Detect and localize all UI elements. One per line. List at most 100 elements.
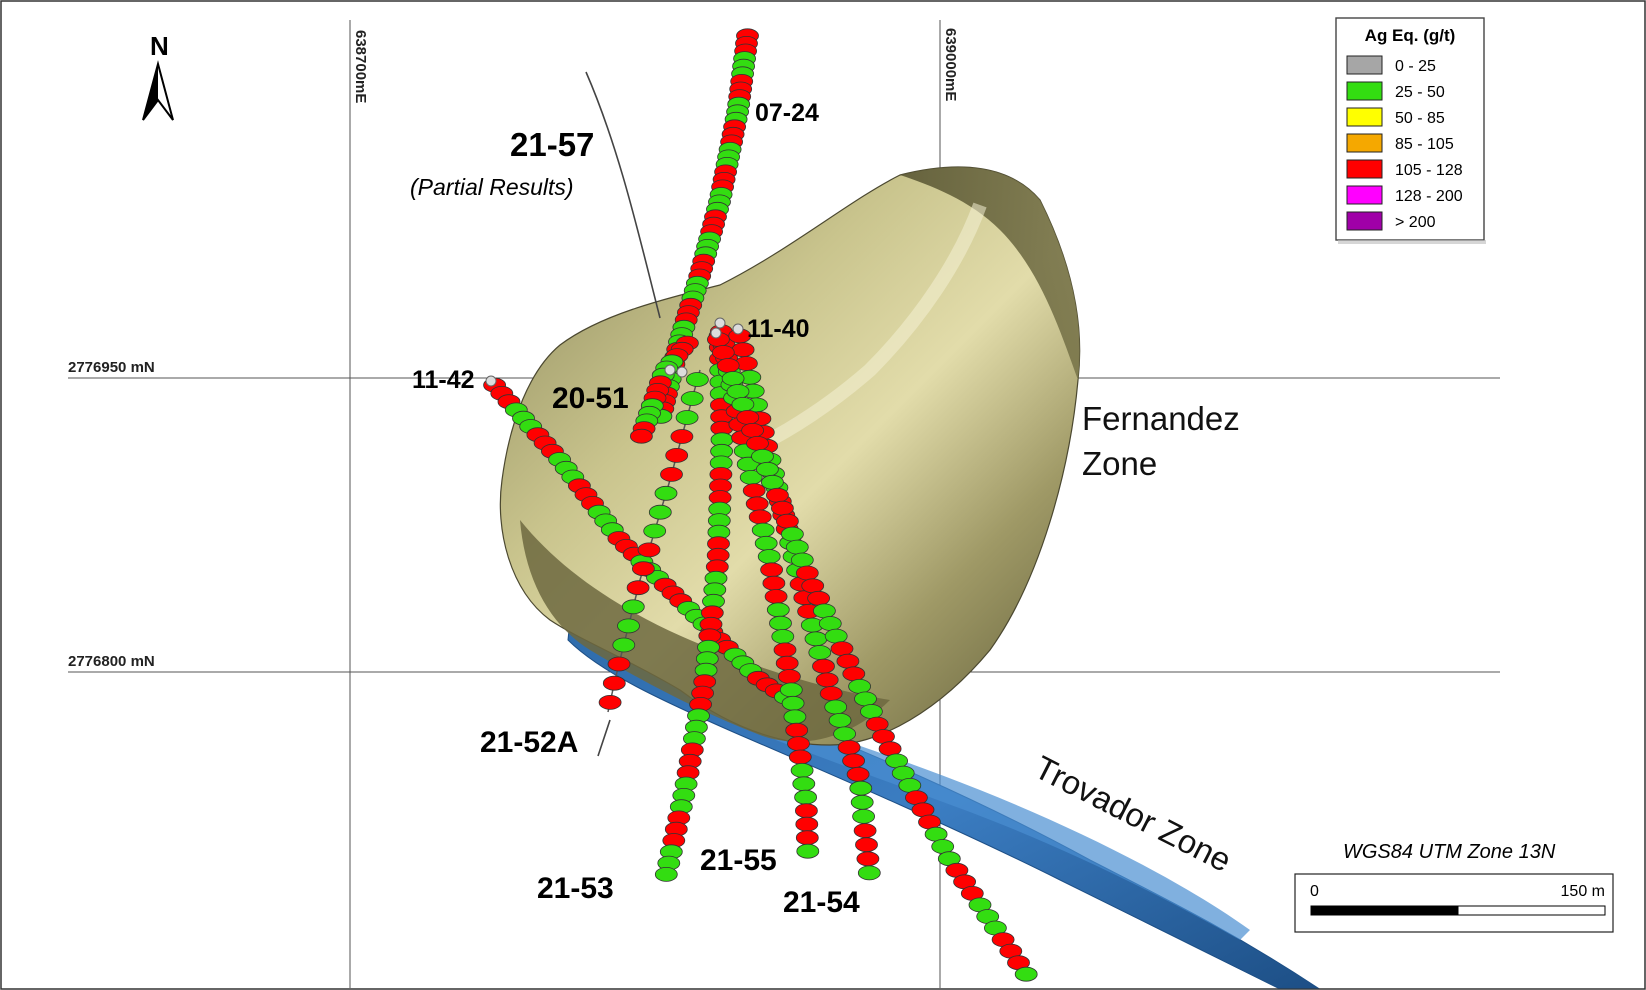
assay-sample-21-55 (742, 483, 766, 499)
collar-11-40 (732, 323, 744, 335)
assay-sample-11-40 (795, 565, 819, 581)
assay-sample-11-40 (813, 603, 836, 619)
legend-swatch (1346, 159, 1383, 179)
assay-sample-21-54 (808, 645, 832, 660)
assay-sample-21-52A (665, 447, 689, 463)
assay-sample-21-54 (849, 780, 873, 796)
assay-sample-21-52A (621, 599, 645, 615)
assay-sample-21-54 (855, 837, 878, 853)
legend-label: 0 - 25 (1395, 58, 1436, 75)
assay-sample-21-55 (751, 522, 775, 538)
assay-sample-21-55 (748, 509, 772, 525)
assay-sample-11-40 (848, 679, 871, 694)
legend-frame (1335, 17, 1485, 241)
collar-20-51-c (664, 364, 676, 376)
fernandez-zone-label-line1: Fernandez (1082, 400, 1240, 437)
assay-sample-21-54 (804, 631, 828, 647)
assay-sample-11-40 (756, 461, 779, 477)
legend-label: 85 - 105 (1395, 136, 1454, 153)
assay-sample-21-55 (760, 562, 783, 578)
assay-sample-11-40 (746, 435, 769, 451)
label-07-24: 07-24 (755, 99, 819, 127)
assay-sample-21-54 (856, 851, 880, 867)
fernandez-zone-label-line2: Zone (1082, 445, 1157, 482)
label-21-54: 21-54 (783, 886, 860, 919)
assay-sample-21-52A (654, 485, 678, 501)
easting-label-639000: 639000mE (942, 28, 959, 101)
label-21-57-note: (Partial Results) (410, 174, 574, 200)
assay-sample-21-52A (602, 675, 626, 691)
assay-sample-21-54 (731, 342, 755, 358)
north-label: N (150, 31, 169, 61)
assay-sample-21-52A (637, 542, 661, 558)
assay-sample-21-55 (788, 749, 812, 765)
assay-sample-21-55 (769, 615, 792, 631)
assay-sample-21-54 (828, 713, 852, 728)
assay-sample-21-54 (824, 699, 848, 715)
scale-bar-end: 150 m (1561, 883, 1605, 900)
assay-sample-21-55 (778, 669, 801, 684)
label-21-52A: 21-52A (480, 726, 578, 759)
assay-sample-11-40 (781, 526, 804, 542)
legend-label: 128 - 200 (1395, 188, 1463, 205)
assay-sample-21-53 (654, 867, 678, 882)
assay-sample-11-40 (891, 765, 915, 781)
assay-sample-21-54 (850, 794, 874, 810)
assay-sample-11-40 (785, 539, 809, 555)
assay-sample-21-52A (632, 561, 655, 577)
northing-label-2776800: 2776800 mN (68, 653, 155, 670)
assay-sample-21-55 (790, 763, 814, 778)
collar-11-42 (485, 375, 497, 387)
assay-sample-11-40 (751, 448, 774, 464)
drillhole-samples (483, 28, 1038, 982)
assay-sample-11-40 (854, 691, 877, 707)
assay-sample-21-55 (773, 642, 797, 658)
assay-sample-21-52A (643, 523, 667, 539)
assay-sample-11-40 (836, 653, 860, 669)
assay-sample-21-52A (598, 695, 622, 710)
assay-sample-21-55 (795, 803, 818, 819)
assay-sample-21-54 (815, 672, 839, 688)
assay-sample-11-40 (766, 487, 789, 503)
assay-sample-21-55 (795, 830, 819, 846)
assay-sample-21-52A (660, 466, 683, 482)
assay-sample-21-54 (833, 726, 856, 742)
assay-sample-21-55 (795, 816, 819, 832)
assay-sample-21-54 (837, 740, 861, 755)
legend-swatch (1346, 55, 1383, 75)
assay-sample-11-40 (726, 384, 750, 399)
assay-sample-21-55 (766, 602, 790, 618)
assay-sample-11-40 (824, 628, 848, 644)
legend-label: 50 - 85 (1395, 110, 1445, 127)
assay-sample-21-52A (612, 637, 636, 653)
assay-sample-21-52A (680, 391, 704, 406)
legend: Ag Eq. (g/t) 0 - 25 25 - 50 50 - 85 85 - 10… (1335, 17, 1486, 244)
legend-label: 25 - 50 (1395, 84, 1445, 101)
scale-bar-start: 0 (1310, 883, 1319, 900)
assay-sample-21-52A (626, 580, 650, 596)
assay-sample-21-55 (783, 709, 807, 725)
assay-sample-21-55 (745, 496, 769, 512)
collar-20-51-b (710, 327, 722, 339)
leader-lines (585, 71, 661, 757)
assay-sample-21-54 (812, 658, 835, 674)
assay-sample-21-52A (617, 618, 640, 634)
assay-sample-11-40 (731, 396, 755, 412)
assay-sample-11-40 (924, 826, 948, 842)
assay-sample-11-40 (741, 422, 764, 438)
assay-sample-21-52A (607, 656, 631, 672)
assay-sample-11-40 (818, 616, 842, 631)
assay-sample-21-55 (792, 776, 816, 792)
assay-sample-21-52A (675, 410, 699, 425)
legend-swatch (1346, 81, 1383, 101)
scale-bar: 0 150 m (1294, 873, 1614, 933)
assay-sample-21-54 (853, 823, 877, 838)
legend-swatch (1346, 133, 1383, 153)
label-20-51: 20-51 (552, 382, 629, 415)
assay-sample-11-40 (842, 666, 866, 682)
assay-sample-11-40 (736, 409, 760, 425)
assay-sample-11-40 (711, 345, 735, 360)
assay-sample-21-55 (764, 589, 788, 604)
assay-sample-21-55 (757, 549, 781, 564)
